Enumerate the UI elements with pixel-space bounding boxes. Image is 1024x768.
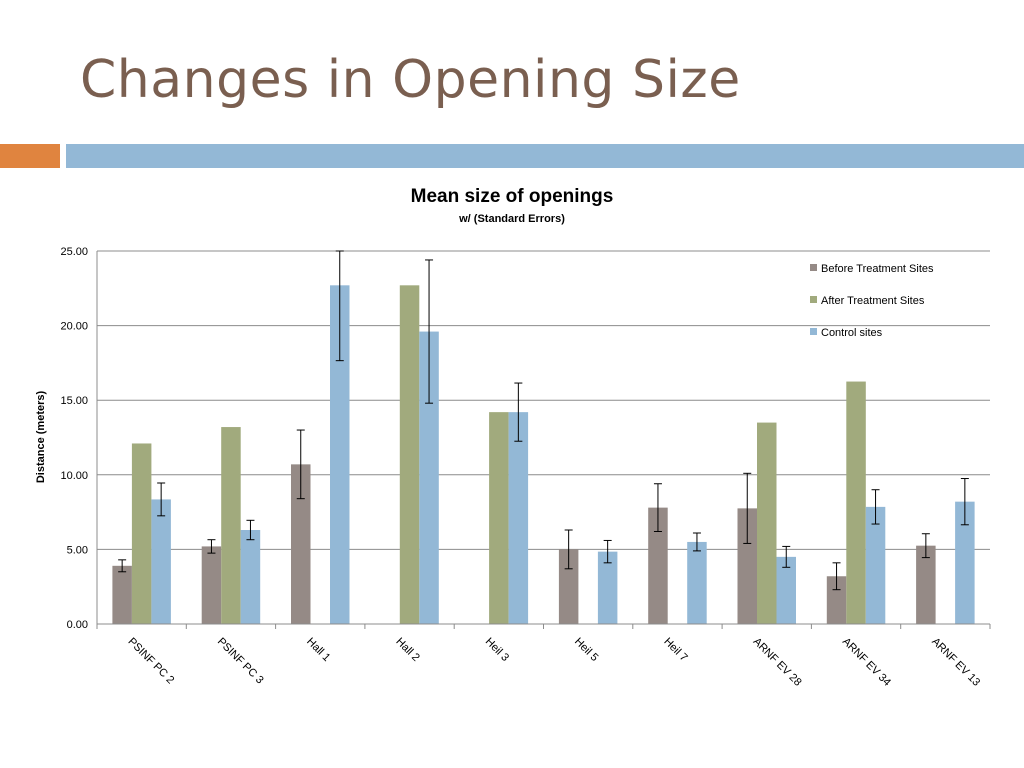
bar — [112, 565, 132, 624]
accent-bar-orange — [0, 144, 60, 168]
bar — [776, 556, 796, 624]
x-tick-label: PSINF PC 2 — [126, 636, 177, 687]
bars — [112, 285, 975, 624]
bar — [240, 530, 261, 624]
bar — [558, 549, 579, 624]
bar — [757, 422, 777, 624]
bar — [597, 551, 618, 624]
y-tick-label: 15.00 — [60, 395, 88, 407]
x-tick-label: Heil 5 — [572, 636, 600, 664]
y-tick-label: 0.00 — [67, 619, 88, 631]
bar — [291, 464, 311, 624]
bar — [846, 381, 866, 624]
bar — [648, 507, 668, 624]
legend-label: Control sites — [821, 327, 883, 339]
x-tick-label: ARNF EV 13 — [929, 636, 982, 689]
chart-title: Mean size of openings — [411, 186, 614, 207]
bar — [489, 412, 509, 624]
bar — [687, 541, 707, 624]
x-tick-label: ARNF EV 34 — [840, 636, 893, 689]
bar — [955, 501, 975, 624]
y-tick-label: 25.00 — [60, 246, 88, 258]
legend-label: After Treatment Sites — [821, 295, 925, 307]
bar — [330, 285, 350, 624]
x-tick-label: Hall 2 — [393, 636, 421, 664]
x-tick-label: ARNF EV 28 — [751, 636, 804, 689]
x-tick-label: Heil 7 — [661, 636, 689, 664]
gridlines — [97, 250, 990, 550]
legend-swatch — [810, 296, 817, 303]
x-tick-label: PSINF PC 3 — [215, 636, 266, 687]
y-axis-label: Distance (meters) — [35, 391, 47, 484]
y-tick-label: 20.00 — [60, 321, 88, 333]
bar — [737, 508, 757, 624]
y-tick-label: 5.00 — [67, 544, 88, 556]
accent-bar-blue — [66, 144, 1024, 168]
bar — [826, 576, 847, 624]
legend-label: Before Treatment Sites — [821, 263, 934, 275]
legend-swatch — [810, 328, 817, 335]
bar — [131, 443, 152, 624]
bar — [916, 545, 936, 624]
x-tick-label: Heil 3 — [483, 636, 511, 664]
bar — [865, 506, 886, 624]
slide-title: Changes in Opening Size — [80, 50, 741, 110]
bar — [221, 427, 241, 624]
y-tick-label: 10.00 — [60, 470, 88, 482]
bar — [399, 285, 420, 624]
legend: Before Treatment Sites After Treatment Si… — [810, 263, 934, 339]
bar — [508, 412, 529, 624]
bar — [151, 499, 171, 624]
legend-swatch — [810, 264, 817, 271]
bar — [419, 331, 439, 624]
x-tick-label: Hall 1 — [304, 636, 332, 664]
chart-subtitle: w/ (Standard Errors) — [458, 213, 565, 225]
bar — [201, 546, 222, 624]
error-bars — [118, 250, 969, 591]
